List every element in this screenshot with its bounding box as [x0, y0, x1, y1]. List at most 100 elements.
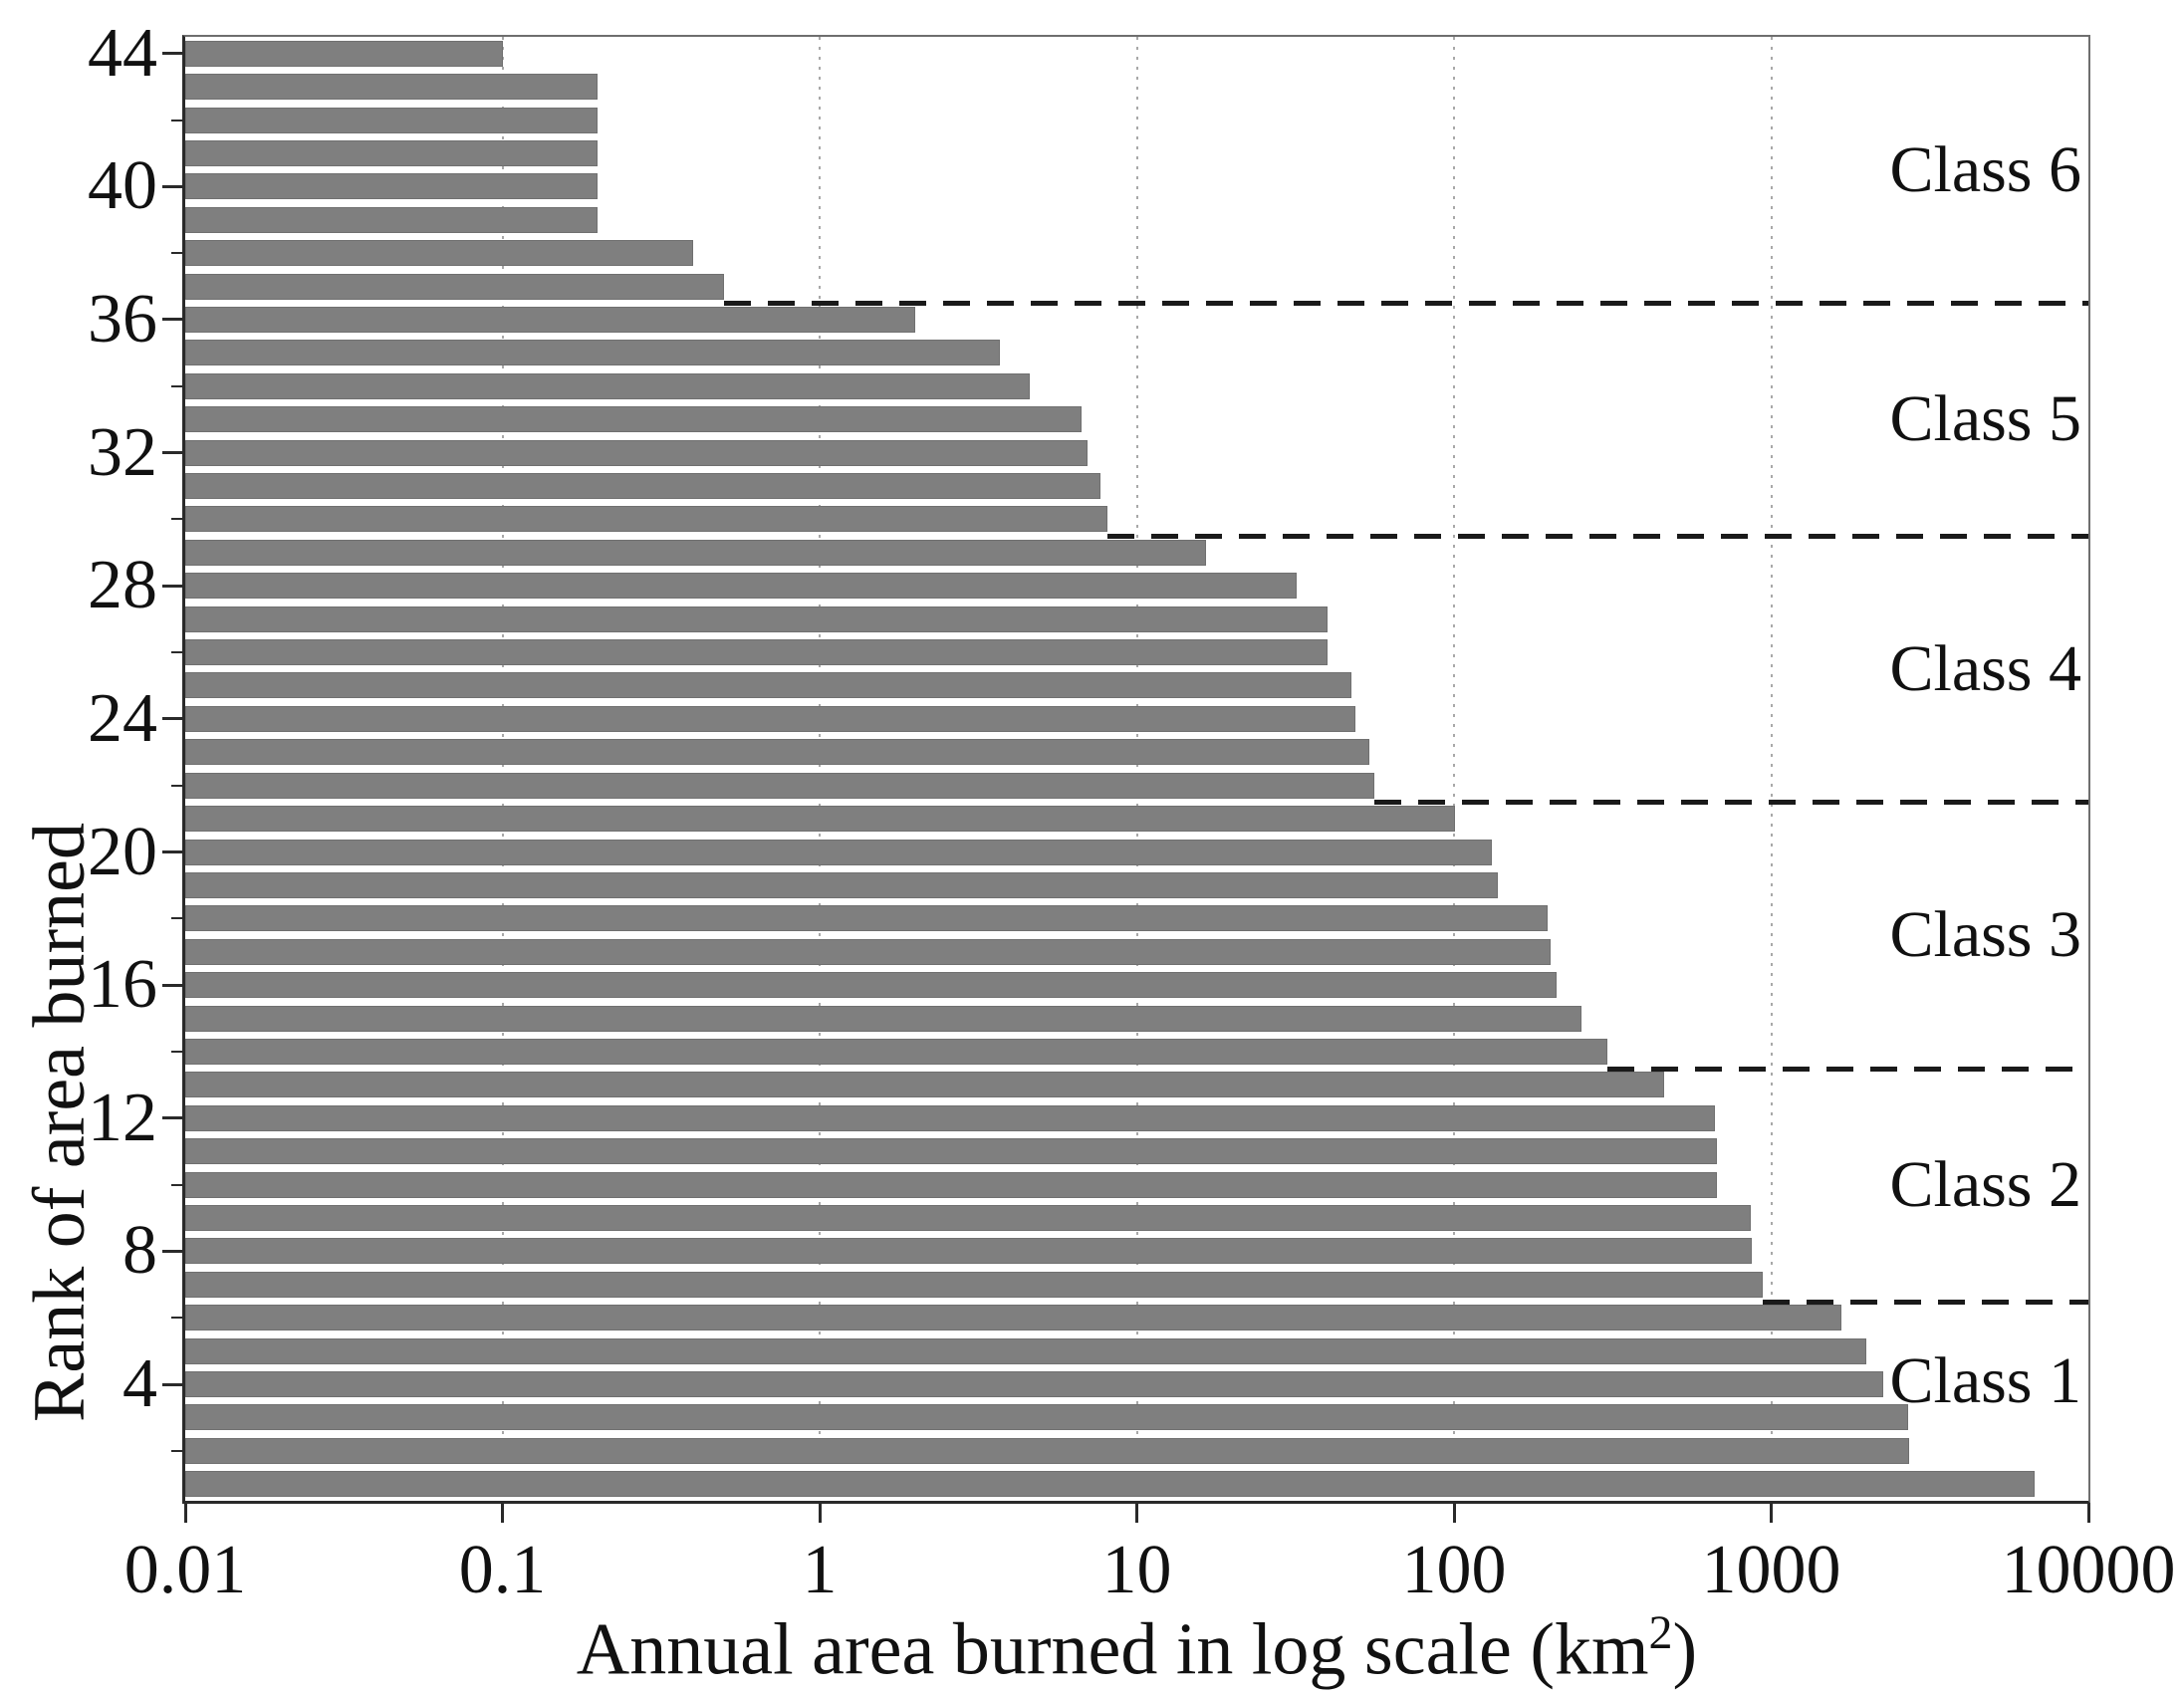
- x-tick-label-1000: 1000: [1701, 1532, 1841, 1608]
- bar-rank-29: [185, 539, 1206, 566]
- x-tick-label-10000: 10000: [2001, 1532, 2176, 1608]
- bar-rank-25: [185, 672, 1352, 699]
- x-tick-label-1: 1: [802, 1532, 838, 1608]
- bar-rank-21: [185, 806, 1456, 833]
- bar-rank-30: [185, 506, 1108, 533]
- class-boundary-after-rank-14: [1607, 1066, 2088, 1072]
- y-minor-tick-6: [171, 1317, 182, 1320]
- bar-rank-38: [185, 240, 694, 267]
- x-axis-title-superscript: 2: [1648, 1606, 1673, 1659]
- bar-rank-36: [185, 306, 915, 333]
- bar-rank-23: [185, 739, 1369, 766]
- x-axis-title-close-paren: ): [1672, 1608, 1698, 1691]
- y-tick-4: [162, 1382, 182, 1386]
- y-minor-tick-42: [171, 119, 182, 121]
- x-axis-title-text: Annual area burned in log scale (km: [576, 1608, 1649, 1691]
- class-label-4: Class 4: [1889, 631, 2081, 705]
- y-tick-label-16: 16: [88, 946, 157, 1024]
- y-tick-label-44: 44: [88, 14, 157, 92]
- bar-rank-34: [185, 372, 1031, 399]
- x-tick-0.01: [183, 1503, 187, 1523]
- bar-rank-15: [185, 1005, 1582, 1032]
- y-tick-label-4: 4: [122, 1345, 157, 1423]
- bar-rank-31: [185, 473, 1101, 500]
- decade-gridline-1: [819, 37, 821, 1501]
- bar-rank-44: [185, 40, 503, 67]
- bar-rank-12: [185, 1104, 1716, 1131]
- x-tick-label-10: 10: [1101, 1532, 1172, 1608]
- class-label-6: Class 6: [1889, 132, 2081, 206]
- bar-rank-39: [185, 206, 599, 233]
- bar-rank-13: [185, 1072, 1665, 1098]
- y-tick-label-8: 8: [122, 1212, 157, 1290]
- y-minor-tick-10: [171, 1183, 182, 1186]
- y-tick-12: [162, 1116, 182, 1120]
- class-label-2: Class 2: [1889, 1147, 2081, 1221]
- y-tick-label-36: 36: [88, 280, 157, 358]
- y-tick-28: [162, 584, 182, 588]
- bar-rank-16: [185, 972, 1557, 999]
- bar-rank-11: [185, 1138, 1718, 1165]
- x-tick-0.1: [501, 1503, 504, 1523]
- bar-rank-17: [185, 938, 1552, 965]
- bar-rank-20: [185, 839, 1493, 865]
- bar-rank-14: [185, 1038, 1608, 1065]
- y-minor-tick-2: [171, 1449, 182, 1452]
- y-minor-tick-22: [171, 784, 182, 787]
- decade-gridline-0.1: [501, 37, 504, 1501]
- bar-rank-43: [185, 74, 599, 101]
- y-tick-16: [162, 983, 182, 987]
- y-tick-20: [162, 850, 182, 854]
- y-tick-40: [162, 184, 182, 188]
- y-tick-24: [162, 717, 182, 721]
- class-boundary-after-rank-37: [724, 301, 2088, 307]
- bar-rank-9: [185, 1205, 1752, 1232]
- y-minor-tick-38: [171, 252, 182, 255]
- class-boundary-after-rank-22: [1373, 800, 2088, 806]
- y-tick-label-24: 24: [88, 679, 157, 757]
- x-tick-100: [1452, 1503, 1456, 1523]
- y-minor-tick-14: [171, 1050, 182, 1053]
- bar-rank-22: [185, 772, 1374, 799]
- class-label-5: Class 5: [1889, 382, 2081, 456]
- bar-rank-7: [185, 1271, 1763, 1298]
- y-tick-label-40: 40: [88, 147, 157, 225]
- bar-rank-33: [185, 406, 1083, 433]
- bar-rank-28: [185, 573, 1298, 600]
- x-tick-1000: [1770, 1503, 1773, 1523]
- y-tick-label-28: 28: [88, 547, 157, 624]
- bar-rank-27: [185, 605, 1329, 632]
- y-tick-32: [162, 451, 182, 455]
- bar-rank-10: [185, 1171, 1718, 1198]
- x-tick-1: [818, 1503, 822, 1523]
- y-minor-tick-26: [171, 651, 182, 654]
- decade-gridline-10: [1135, 37, 1138, 1501]
- class-label-3: Class 3: [1889, 898, 2081, 972]
- class-boundary-after-rank-7: [1762, 1299, 2088, 1305]
- x-tick-label-0.1: 0.1: [458, 1532, 547, 1608]
- x-tick-10: [1135, 1503, 1138, 1523]
- decade-gridline-1000: [1770, 37, 1773, 1501]
- bar-rank-40: [185, 173, 599, 200]
- bar-rank-8: [185, 1238, 1753, 1265]
- y-tick-44: [162, 52, 182, 56]
- y-minor-tick-34: [171, 384, 182, 387]
- bar-rank-26: [185, 639, 1329, 666]
- x-tick-label-100: 100: [1401, 1532, 1507, 1608]
- class-boundary-after-rank-30: [1107, 534, 2088, 540]
- bar-rank-32: [185, 439, 1089, 466]
- y-tick-8: [162, 1249, 182, 1253]
- bar-rank-42: [185, 107, 599, 133]
- y-tick-label-12: 12: [88, 1079, 157, 1156]
- x-axis-title: Annual area burned in log scale (km2): [577, 1605, 1697, 1693]
- decade-gridline-100: [1453, 37, 1455, 1501]
- bar-rank-19: [185, 871, 1498, 898]
- bar-rank-5: [185, 1337, 1867, 1364]
- bar-rank-41: [185, 139, 599, 166]
- bar-rank-35: [185, 340, 1000, 366]
- bar-rank-2: [185, 1437, 1909, 1464]
- bar-rank-3: [185, 1404, 1908, 1431]
- bar-rank-6: [185, 1305, 1841, 1331]
- bar-rank-18: [185, 905, 1549, 932]
